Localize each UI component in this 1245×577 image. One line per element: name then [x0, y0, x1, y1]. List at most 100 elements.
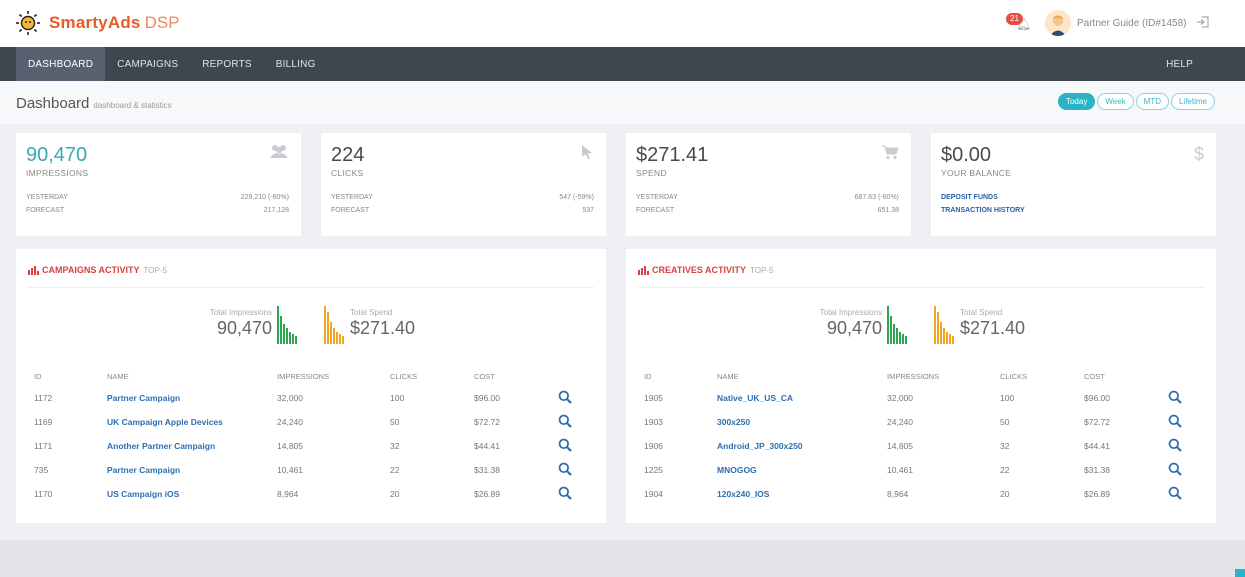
nav-reports[interactable]: REPORTS	[202, 58, 252, 70]
transaction-history-link[interactable]: TRANSACTION HISTORY	[941, 207, 1025, 214]
view-details-button[interactable]	[552, 458, 588, 482]
spend-forecast-row: FORECAST 651.38	[636, 207, 899, 214]
stat-card-impressions: 90,470 IMPRESSIONS YESTERDAY 229,210 (-6…	[16, 133, 301, 236]
creative-name-link[interactable]: Native_UK_US_CA	[717, 393, 794, 403]
column-header-action	[552, 366, 588, 386]
page-footer-background	[0, 540, 1245, 577]
campaign-name-link[interactable]: Partner Campaign	[107, 393, 181, 403]
row-clicks: 22	[390, 465, 400, 475]
total-impressions-value: 90,470	[826, 318, 882, 338]
column-header-impressions[interactable]: IMPRESSIONS	[277, 371, 330, 381]
creative-name-link[interactable]: MNOGOG	[717, 465, 757, 475]
magnifier-icon	[558, 462, 572, 476]
column-header-name[interactable]: NAME	[107, 371, 129, 381]
nav-help[interactable]: HELP	[1166, 58, 1193, 70]
total-impressions-label: Total Impressions	[819, 308, 882, 317]
column-header-action	[1162, 366, 1198, 386]
spend-yesterday-row: YESTERDAY 687.63 (-60%)	[636, 194, 899, 201]
row-cost: $31.38	[1084, 465, 1110, 475]
balance-label: YOUR BALANCE	[941, 168, 1012, 178]
page-subtitle: dashboard & statistics	[93, 101, 172, 110]
magnifier-icon	[1168, 462, 1182, 476]
deposit-funds-link[interactable]: DEPOSIT FUNDS	[941, 194, 998, 201]
logout-icon[interactable]	[1196, 15, 1210, 32]
top5-tag: TOP-5	[143, 265, 167, 275]
row-cost: $96.00	[1084, 393, 1110, 403]
row-id: 1169	[34, 417, 53, 427]
creative-name-link[interactable]: 120x240_IOS	[717, 489, 770, 499]
stat-card-balance: $0.00 YOUR BALANCE $ DEPOSIT FUNDS TRANS…	[931, 133, 1216, 236]
main-nav: DASHBOARD CAMPAIGNS REPORTS BILLING HELP	[0, 47, 1245, 81]
table-row: 1172 Partner Campaign 32,000 100 $96.00	[28, 386, 588, 410]
view-details-button[interactable]	[1162, 410, 1198, 434]
row-impressions: 8,964	[277, 489, 299, 499]
stat-card-spend: $271.41 SPEND YESTERDAY 687.63 (-60%) FO…	[626, 133, 911, 236]
total-spend-value: $271.40	[350, 318, 416, 338]
view-details-button[interactable]	[552, 434, 588, 458]
nav-billing[interactable]: BILLING	[275, 58, 316, 70]
table-row: 1904 120x240_IOS 8,964 20 $26.89	[638, 482, 1198, 506]
clicks-value: 224	[331, 144, 365, 166]
view-details-button[interactable]	[552, 386, 588, 410]
magnifier-icon	[558, 390, 572, 404]
column-header-impressions[interactable]: IMPRESSIONS	[887, 371, 940, 381]
avatar[interactable]	[1045, 10, 1071, 36]
user-name[interactable]: Partner Guide (ID#1458)	[1077, 18, 1187, 29]
creative-name-link[interactable]: Android_JP_300x250	[717, 441, 803, 451]
campaign-name-link[interactable]: UK Campaign Apple Devices	[107, 417, 223, 427]
period-week-button[interactable]: Week	[1097, 93, 1134, 110]
column-header-cost[interactable]: COST	[474, 371, 495, 381]
view-details-button[interactable]	[552, 482, 588, 506]
nav-dashboard[interactable]: DASHBOARD	[16, 47, 106, 81]
view-details-button[interactable]	[552, 410, 588, 434]
forecast-label: FORECAST	[331, 207, 370, 214]
column-header-id[interactable]: ID	[34, 371, 42, 381]
corner-accent	[1235, 569, 1245, 577]
period-mtd-button[interactable]: MTD	[1135, 93, 1169, 110]
creative-name-link[interactable]: 300x250	[717, 417, 751, 427]
balance-value: $0.00	[941, 144, 992, 166]
period-lifetime-button[interactable]: Lifetime	[1170, 93, 1215, 110]
table-row: 1903 300x250 24,240 50 $72.72	[638, 410, 1198, 434]
campaign-name-link[interactable]: US Campaign iOS	[107, 489, 180, 499]
view-details-button[interactable]	[1162, 434, 1198, 458]
cursor-icon	[580, 144, 594, 165]
notifications-button[interactable]: 21 🔔︎	[1006, 13, 1031, 35]
magnifier-icon	[558, 438, 572, 452]
brand-name: SmartyAds	[49, 13, 141, 32]
top-bar: SmartyAds DSP 21 🔔︎ Partner Guide (ID#14…	[0, 0, 1245, 47]
campaign-name-link[interactable]: Partner Campaign	[107, 465, 181, 475]
view-details-button[interactable]	[1162, 482, 1198, 506]
spend-sparkline-icon	[934, 306, 954, 344]
impressions-forecast-value: 217,128	[263, 207, 289, 214]
row-impressions: 24,240	[887, 417, 913, 427]
table-header-row: ID NAME IMPRESSIONS CLICKS COST	[638, 366, 1198, 386]
clicks-forecast-value: 537	[582, 207, 594, 214]
divider	[638, 287, 1204, 288]
creatives-activity-title: CREATIVES ACTIVITY TOP-5	[638, 265, 773, 275]
lightbulb-logo-icon	[16, 11, 40, 35]
row-cost: $72.72	[1084, 417, 1110, 427]
column-header-cost[interactable]: COST	[1084, 371, 1105, 381]
nav-campaigns[interactable]: CAMPAIGNS	[117, 58, 179, 70]
clicks-yesterday-row: YESTERDAY 547 (-59%)	[331, 194, 594, 201]
period-today-button[interactable]: Today	[1057, 93, 1096, 110]
column-header-clicks[interactable]: CLICKS	[1000, 371, 1028, 381]
row-clicks: 50	[390, 417, 400, 427]
row-impressions: 10,461	[277, 465, 303, 475]
row-impressions: 14,805	[277, 441, 303, 451]
yesterday-label: YESTERDAY	[636, 194, 678, 201]
column-header-name[interactable]: NAME	[717, 371, 739, 381]
campaign-name-link[interactable]: Another Partner Campaign	[107, 441, 216, 451]
logo[interactable]: SmartyAds DSP	[15, 10, 180, 36]
column-header-id[interactable]: ID	[644, 371, 652, 381]
forecast-label: FORECAST	[636, 207, 675, 214]
row-cost: $96.00	[474, 393, 500, 403]
view-details-button[interactable]	[1162, 458, 1198, 482]
spend-forecast-value: 651.38	[877, 207, 899, 214]
view-details-button[interactable]	[1162, 386, 1198, 410]
row-id: 735	[34, 465, 49, 475]
row-clicks: 32	[1000, 441, 1010, 451]
column-header-clicks[interactable]: CLICKS	[390, 371, 418, 381]
magnifier-icon	[1168, 438, 1182, 452]
